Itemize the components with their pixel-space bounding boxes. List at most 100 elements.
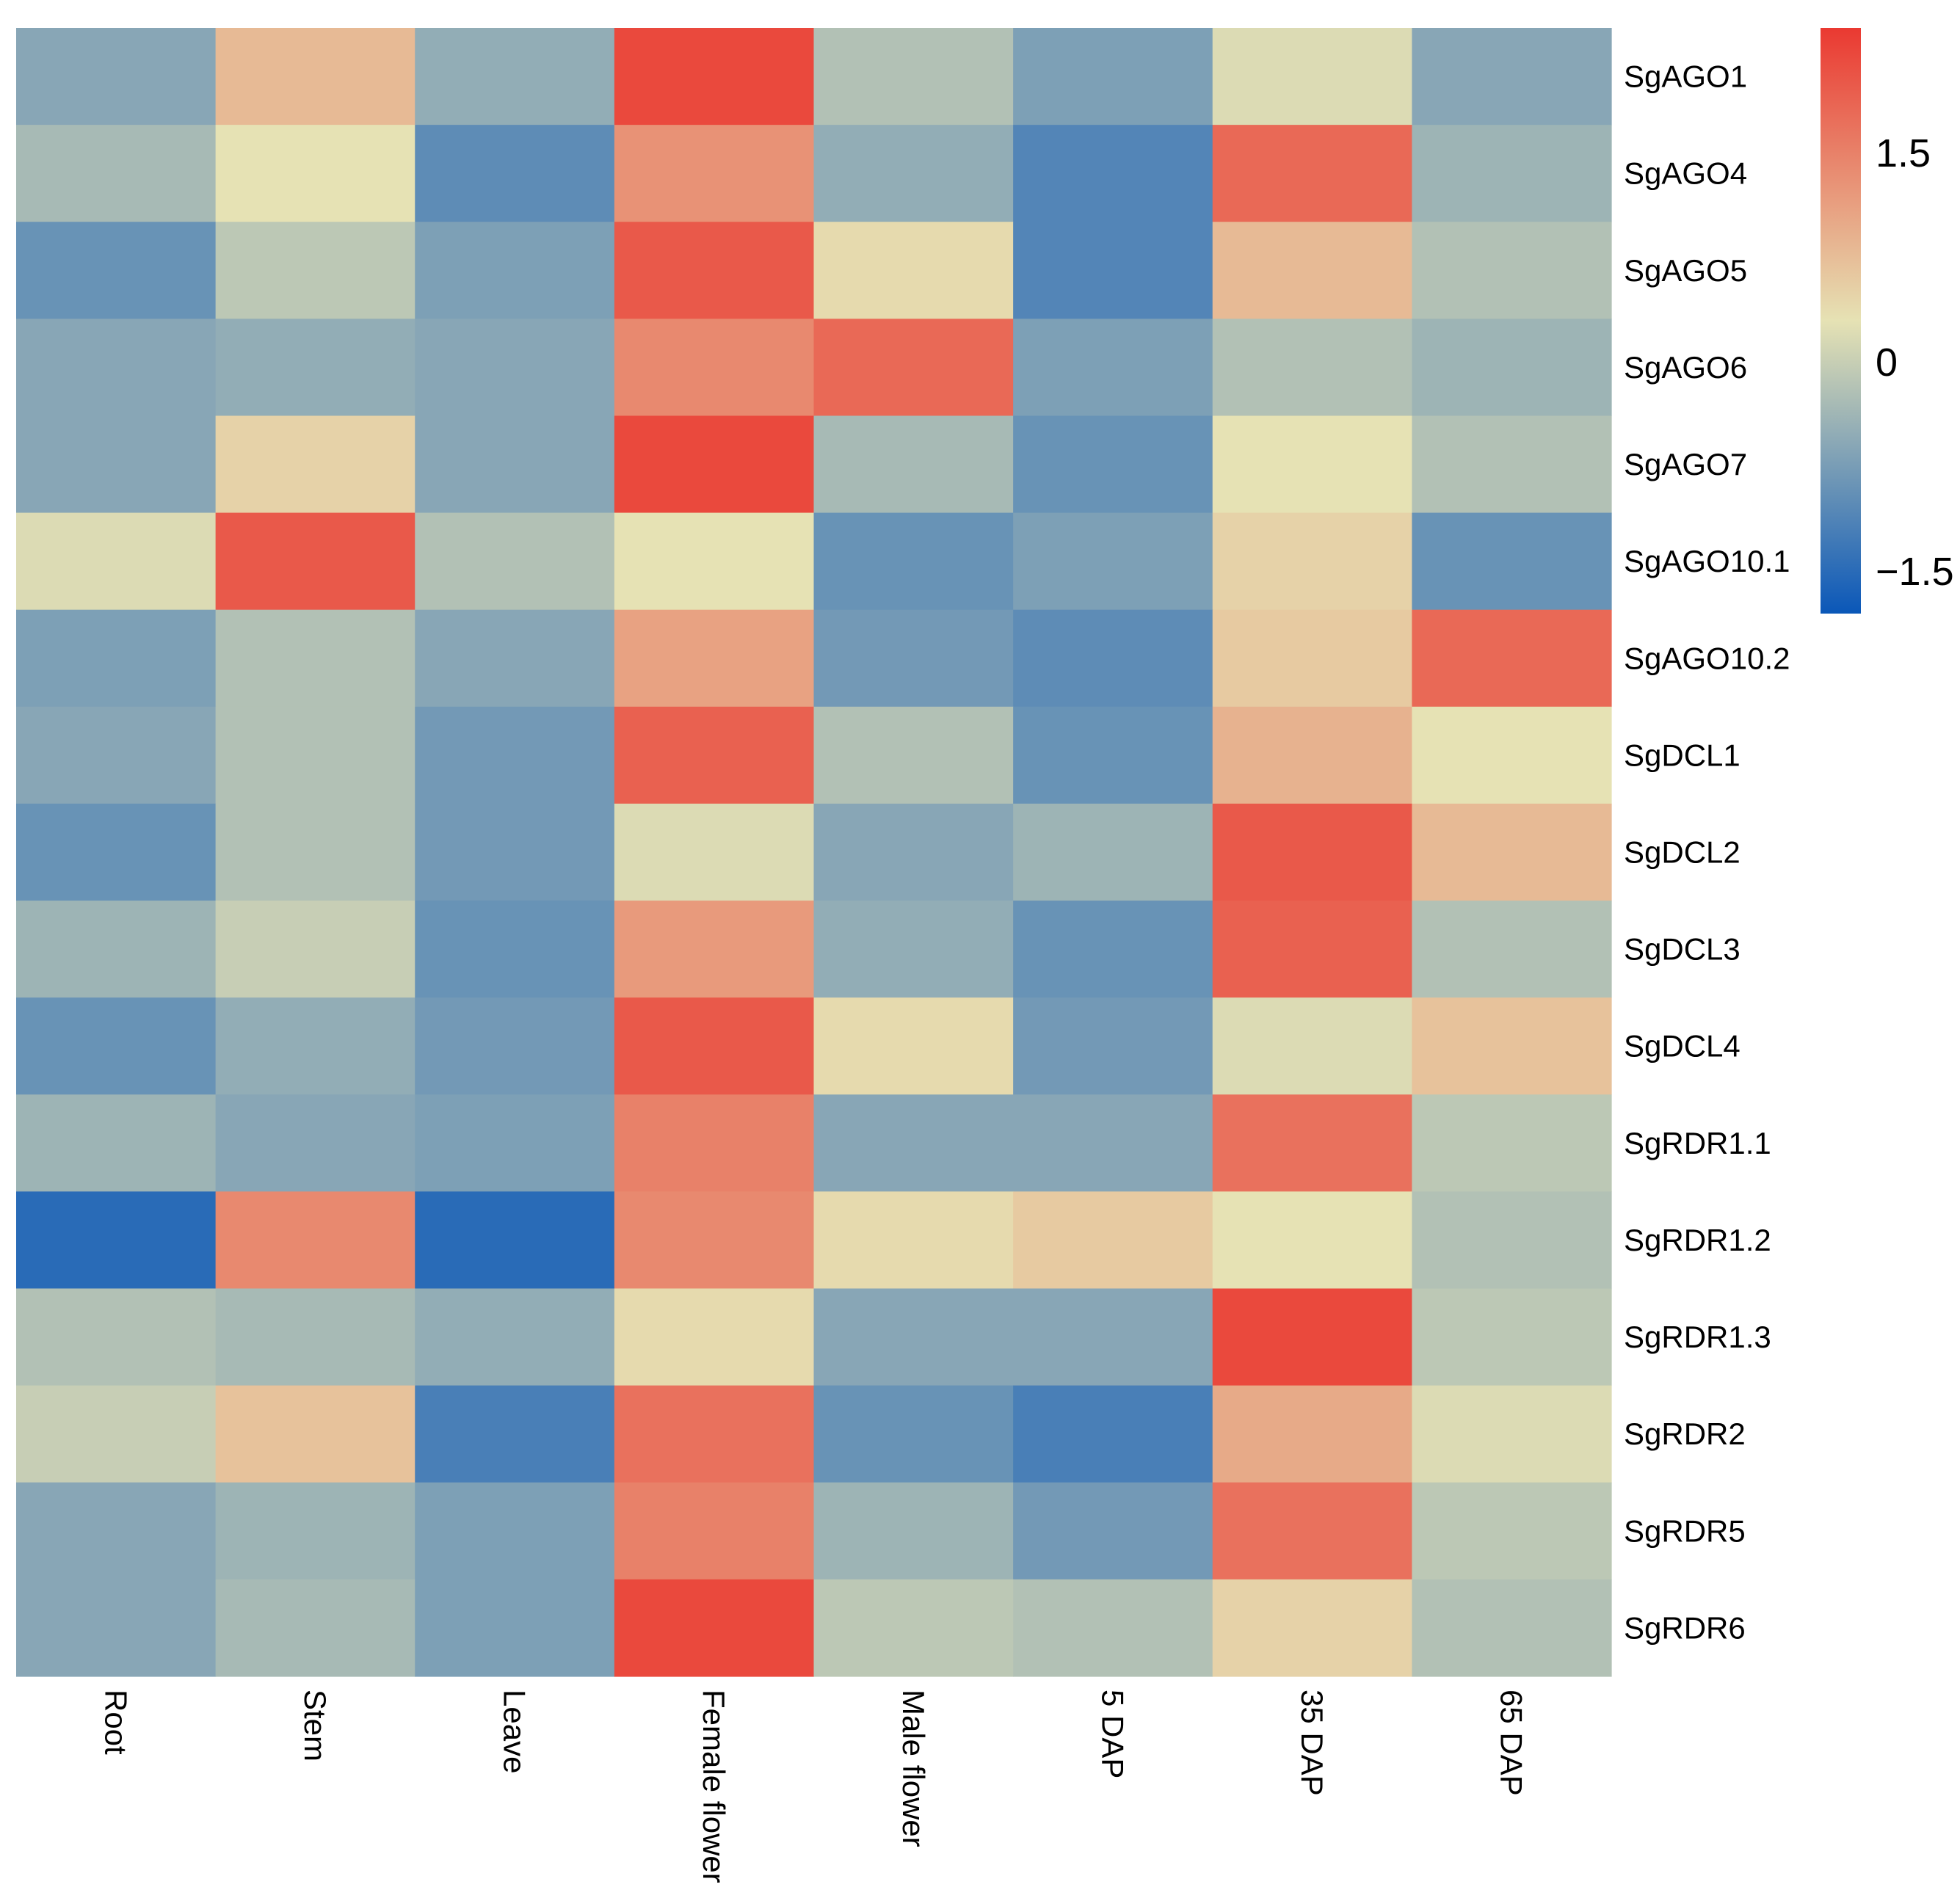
row-label: SgDCL1: [1624, 738, 1741, 772]
column-label: 35 DAP: [1295, 1690, 1329, 1796]
heatmap-cell: [1412, 609, 1612, 708]
column-label: Stem: [298, 1690, 333, 1761]
row-label: SgAGO4: [1624, 156, 1747, 191]
heatmap-cell: [1013, 415, 1213, 514]
row-label: SgDCL4: [1624, 1029, 1741, 1063]
heatmap-cell: [415, 706, 615, 804]
heatmap-cell: [813, 706, 1014, 804]
column-label: Female flower: [697, 1690, 731, 1883]
heatmap-cell: [415, 901, 615, 998]
heatmap-cell: [1412, 512, 1612, 611]
heatmap-cell: [215, 1482, 415, 1580]
heatmap-cell: [813, 803, 1014, 901]
heatmap-cell: [813, 28, 1014, 126]
row-label: SgRDR2: [1624, 1417, 1746, 1451]
heatmap-cells: [16, 28, 1612, 1677]
heatmap-cell: [215, 997, 415, 1095]
heatmap-cell: [1412, 1191, 1612, 1290]
heatmap-cell: [215, 1094, 415, 1193]
heatmap-cell: [16, 1094, 217, 1193]
heatmap-cell: [1013, 1579, 1213, 1677]
row-label: SgAGO6: [1624, 350, 1747, 385]
heatmap-cell: [1013, 319, 1213, 417]
heatmap-cell: [813, 222, 1014, 319]
heatmap-cell: [1013, 1288, 1213, 1386]
heatmap-cell: [1212, 1579, 1412, 1677]
heatmap-cell: [614, 706, 815, 804]
heatmap-cell: [614, 125, 815, 222]
heatmap-cell: [215, 125, 415, 222]
heatmap-cell: [415, 1482, 615, 1580]
heatmap-cell: [415, 1191, 615, 1290]
heatmap-cell: [1412, 1385, 1612, 1483]
column-label: Male flower: [896, 1690, 931, 1847]
heatmap-cell: [1412, 997, 1612, 1095]
heatmap-cell: [1013, 125, 1213, 222]
heatmap-cell: [215, 1385, 415, 1483]
heatmap-cell: [1013, 1191, 1213, 1290]
heatmap-cell: [614, 1094, 815, 1193]
heatmap-cell: [1412, 901, 1612, 998]
heatmap-cell: [1212, 1482, 1412, 1580]
heatmap-cell: [1412, 415, 1612, 514]
heatmap-cell: [16, 1385, 217, 1483]
heatmap-cell: [215, 415, 415, 514]
heatmap-cell: [16, 512, 217, 611]
heatmap-cell: [813, 1482, 1014, 1580]
heatmap-cell: [215, 512, 415, 611]
heatmap-cell: [1412, 28, 1612, 126]
heatmap-cell: [813, 1385, 1014, 1483]
heatmap-cell: [813, 1579, 1014, 1677]
heatmap-cell: [1013, 28, 1213, 126]
heatmap-cell: [614, 1288, 815, 1386]
colorbar-ticks: 1.5 0 −1.5: [1876, 131, 1954, 594]
heatmap-cell: [1212, 415, 1412, 514]
row-label: SgAGO10.1: [1624, 544, 1790, 578]
heatmap-cell: [215, 706, 415, 804]
heatmap-cell: [1212, 609, 1412, 708]
heatmap-cell: [813, 319, 1014, 417]
heatmap-cell: [1013, 222, 1213, 319]
heatmap-cell: [1212, 1191, 1412, 1290]
heatmap-cell: [1212, 222, 1412, 319]
heatmap-cell: [16, 1579, 217, 1677]
heatmap-cell: [215, 901, 415, 998]
heatmap-cell: [813, 997, 1014, 1095]
heatmap-cell: [1412, 1288, 1612, 1386]
heatmap-cell: [813, 125, 1014, 222]
heatmap-cell: [415, 803, 615, 901]
heatmap-cell: [1212, 1094, 1412, 1193]
heatmap-cell: [1013, 1385, 1213, 1483]
heatmap-cell: [1412, 125, 1612, 222]
column-labels: Root Stem Leave Female flower Male flower 5 D…: [98, 1690, 1528, 1883]
row-label: SgAGO10.2: [1624, 641, 1790, 675]
row-labels: SgAGO1 SgAGO4 SgAGO5 SgAGO6 SgAGO7 SgAGO10.1 S…: [1624, 59, 1790, 1646]
column-label: 65 DAP: [1495, 1690, 1529, 1796]
heatmap-cell: [1212, 1288, 1412, 1386]
heatmap-cell: [1013, 803, 1213, 901]
heatmap-cell: [215, 1288, 415, 1386]
heatmap-cell: [1212, 125, 1412, 222]
heatmap-cell: [1013, 512, 1213, 611]
row-label: SgAGO7: [1624, 447, 1747, 481]
heatmap-cell: [1212, 319, 1412, 417]
heatmap-cell: [215, 319, 415, 417]
heatmap-cell: [16, 706, 217, 804]
heatmap-cell: [614, 28, 815, 126]
color-legend: 1.5 0 −1.5: [1821, 28, 1954, 614]
heatmap-cell: [1013, 901, 1213, 998]
heatmap-cell: [16, 997, 217, 1095]
heatmap-cell: [1212, 803, 1412, 901]
heatmap-cell: [1412, 222, 1612, 319]
heatmap-cell: [1212, 512, 1412, 611]
heatmap-cell: [614, 512, 815, 611]
heatmap-cell: [1212, 901, 1412, 998]
heatmap-cell: [1412, 803, 1612, 901]
row-label: SgRDR1.3: [1624, 1320, 1771, 1354]
row-label: SgDCL2: [1624, 835, 1741, 870]
heatmap-cell: [1412, 1482, 1612, 1580]
heatmap-cell: [1013, 706, 1213, 804]
heatmap-cell: [215, 222, 415, 319]
heatmap-cell: [16, 415, 217, 514]
